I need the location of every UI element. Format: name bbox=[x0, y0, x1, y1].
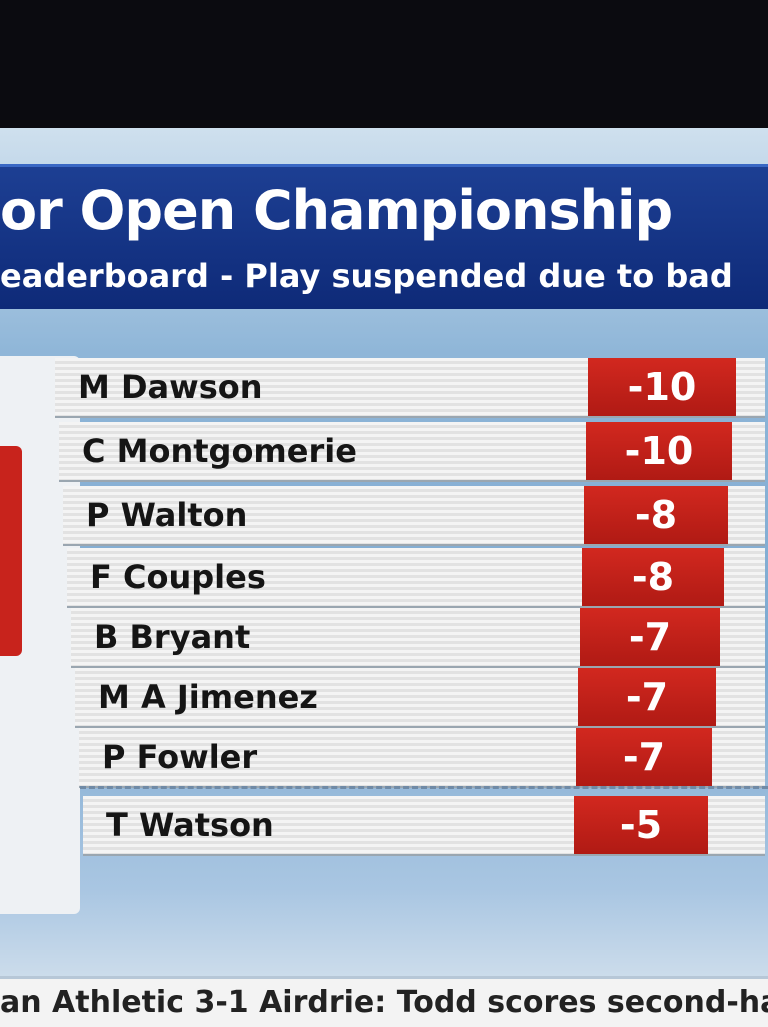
player-name: M A Jimenez bbox=[98, 678, 318, 716]
player-name: B Bryant bbox=[94, 618, 251, 656]
player-score: -8 bbox=[582, 548, 724, 606]
side-badge bbox=[0, 446, 22, 656]
player-score: -7 bbox=[580, 608, 720, 666]
title: or Open Championship bbox=[0, 179, 673, 242]
player-name: M Dawson bbox=[78, 368, 263, 406]
player-score: -8 bbox=[584, 486, 728, 544]
news-ticker: an Athletic 3-1 Airdrie: Todd scores sec… bbox=[0, 976, 768, 1027]
player-name: C Montgomerie bbox=[82, 432, 357, 470]
player-score: -10 bbox=[586, 422, 732, 480]
player-name: T Watson bbox=[106, 806, 274, 844]
player-score: -7 bbox=[576, 728, 712, 786]
player-name: P Walton bbox=[86, 496, 248, 534]
cut-line bbox=[80, 786, 768, 789]
player-score: -7 bbox=[578, 668, 716, 726]
player-name: P Fowler bbox=[102, 738, 258, 776]
ticker-text: an Athletic 3-1 Airdrie: Todd scores sec… bbox=[0, 985, 768, 1020]
player-score: -10 bbox=[588, 358, 736, 416]
player-score: -5 bbox=[574, 796, 708, 854]
player-name: F Couples bbox=[90, 558, 266, 596]
subtitle: eaderboard - Play suspended due to bad bbox=[0, 257, 733, 295]
header: or Open Championship eaderboard - Play s… bbox=[0, 164, 768, 309]
tv-screen: or Open Championship eaderboard - Play s… bbox=[0, 128, 768, 1027]
